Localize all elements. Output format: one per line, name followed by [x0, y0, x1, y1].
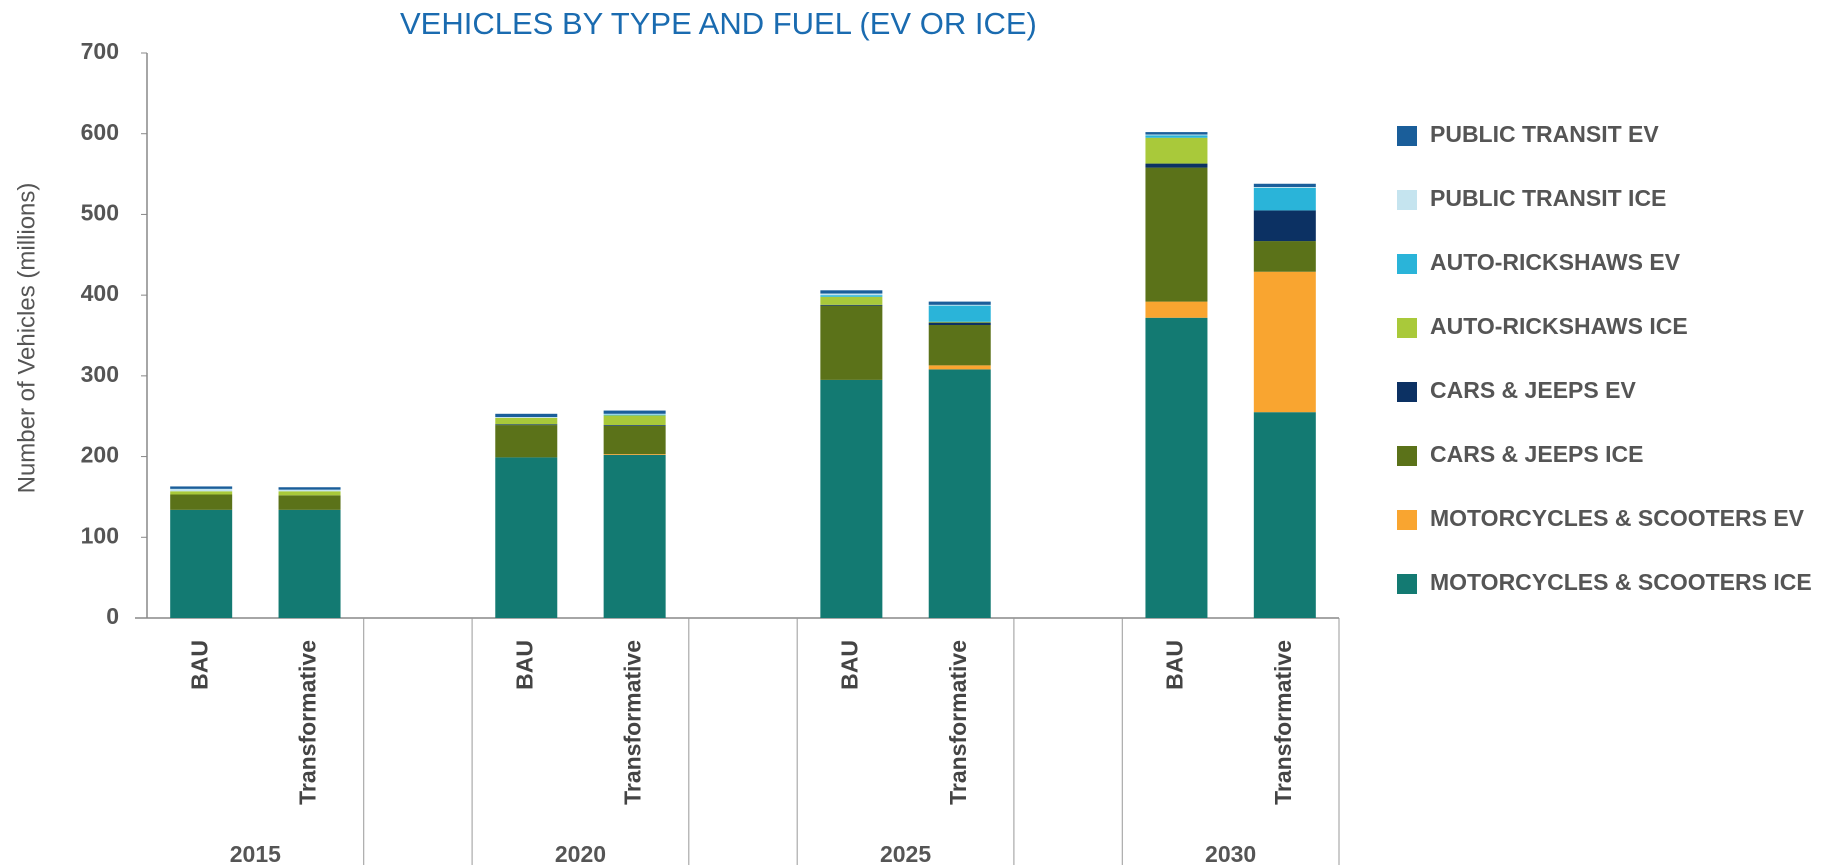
bar-segment — [603, 454, 666, 455]
bar-segment — [603, 425, 666, 426]
bar-segment — [820, 304, 883, 306]
bar-segment — [1145, 137, 1208, 164]
y-tick-label: 700 — [81, 38, 119, 64]
bar-segment — [603, 410, 666, 414]
legend-swatch — [1397, 382, 1417, 402]
legend-swatch — [1397, 510, 1417, 530]
legend-label: AUTO-RICKSHAWS ICE — [1430, 313, 1688, 339]
y-tick-label: 600 — [81, 119, 119, 145]
y-tick-label: 500 — [81, 200, 119, 226]
bar-segment — [1253, 183, 1316, 187]
bar-segment — [495, 417, 558, 425]
group-label: 2025 — [880, 841, 931, 865]
legend-swatch — [1397, 190, 1417, 210]
bar-segment — [820, 379, 883, 618]
bar-segment — [1253, 186, 1316, 188]
x-tick-label: Transformative — [1270, 640, 1296, 805]
bar-segment — [1253, 241, 1316, 272]
bar-segment — [495, 417, 558, 418]
legend-label: MOTORCYCLES & SCOOTERS ICE — [1430, 569, 1812, 595]
group-label: 2015 — [230, 841, 281, 865]
y-tick-label: 100 — [81, 522, 119, 548]
legend-swatch — [1397, 446, 1417, 466]
y-tick-label: 300 — [81, 361, 119, 387]
group-label: 2030 — [1205, 841, 1256, 865]
x-tick-label: BAU — [511, 640, 537, 690]
chart-title: VEHICLES BY TYPE AND FUEL (EV OR ICE) — [400, 6, 1037, 41]
bar-segment — [603, 414, 666, 416]
bar-segment — [1253, 412, 1316, 618]
legend-swatch — [1397, 254, 1417, 274]
bar-segment — [603, 413, 666, 415]
bar-segment — [1145, 317, 1208, 618]
legend-label: AUTO-RICKSHAWS EV — [1430, 249, 1681, 275]
bar-segment — [928, 322, 991, 326]
bar-segment — [928, 325, 991, 366]
bar-segment — [928, 301, 991, 305]
bar-segment — [820, 290, 883, 294]
group-label: 2020 — [555, 841, 606, 865]
bar-segment — [1145, 134, 1208, 136]
bar-segment — [1145, 167, 1208, 302]
bar-segment — [1145, 301, 1208, 318]
bar-segment — [820, 305, 883, 380]
bar-segment — [495, 457, 558, 618]
bar-segment — [495, 424, 558, 426]
y-tick-label: 400 — [81, 280, 119, 306]
legend-label: CARS & JEEPS ICE — [1430, 441, 1643, 467]
bar-segment — [278, 489, 341, 492]
bar-segment — [1253, 271, 1316, 413]
bar-segment — [278, 509, 341, 618]
bar-segment — [928, 321, 991, 323]
bar-segment — [495, 425, 558, 458]
bar-segment — [820, 295, 883, 297]
bar-segment — [1253, 210, 1316, 242]
bar-segment — [1253, 187, 1316, 211]
x-tick-label: Transformative — [295, 640, 321, 805]
bar-segment — [278, 487, 341, 490]
bar-segment — [1145, 135, 1208, 138]
bar-segment — [928, 305, 991, 322]
bar-segment — [170, 494, 233, 510]
y-tick-label: 200 — [81, 442, 119, 468]
legend-label: PUBLIC TRANSIT ICE — [1430, 185, 1666, 211]
x-tick-label: BAU — [1162, 640, 1188, 690]
legend-label: MOTORCYCLES & SCOOTERS EV — [1430, 505, 1805, 531]
bar-segment — [603, 415, 666, 426]
bar-segment — [603, 425, 666, 455]
legend-swatch — [1397, 574, 1417, 594]
legend-swatch — [1397, 126, 1417, 146]
bar-segment — [170, 491, 233, 495]
bar-segment — [278, 491, 341, 496]
bar-segment — [170, 488, 233, 492]
bar-segment — [170, 509, 233, 618]
bar-segment — [1145, 163, 1208, 168]
bar-segment — [1145, 132, 1208, 135]
legend-swatch — [1397, 318, 1417, 338]
y-tick-label: 0 — [106, 603, 119, 629]
bar-segment — [278, 495, 341, 510]
bar-segment — [603, 454, 666, 618]
x-tick-label: BAU — [836, 640, 862, 690]
y-axis-label: Number of Vehicles (millions) — [13, 183, 40, 494]
x-tick-label: BAU — [186, 640, 212, 690]
bar-segment — [820, 296, 883, 305]
bar-segment — [170, 486, 233, 489]
x-tick-label: Transformative — [620, 640, 646, 805]
legend-label: PUBLIC TRANSIT EV — [1430, 121, 1659, 147]
legend-label: CARS & JEEPS EV — [1430, 377, 1636, 403]
x-tick-label: Transformative — [945, 640, 971, 805]
bar-segment — [495, 413, 558, 418]
bar-segment — [820, 293, 883, 296]
bar-segment — [928, 365, 991, 370]
bar-segment — [928, 369, 991, 618]
bar-segment — [928, 304, 991, 306]
